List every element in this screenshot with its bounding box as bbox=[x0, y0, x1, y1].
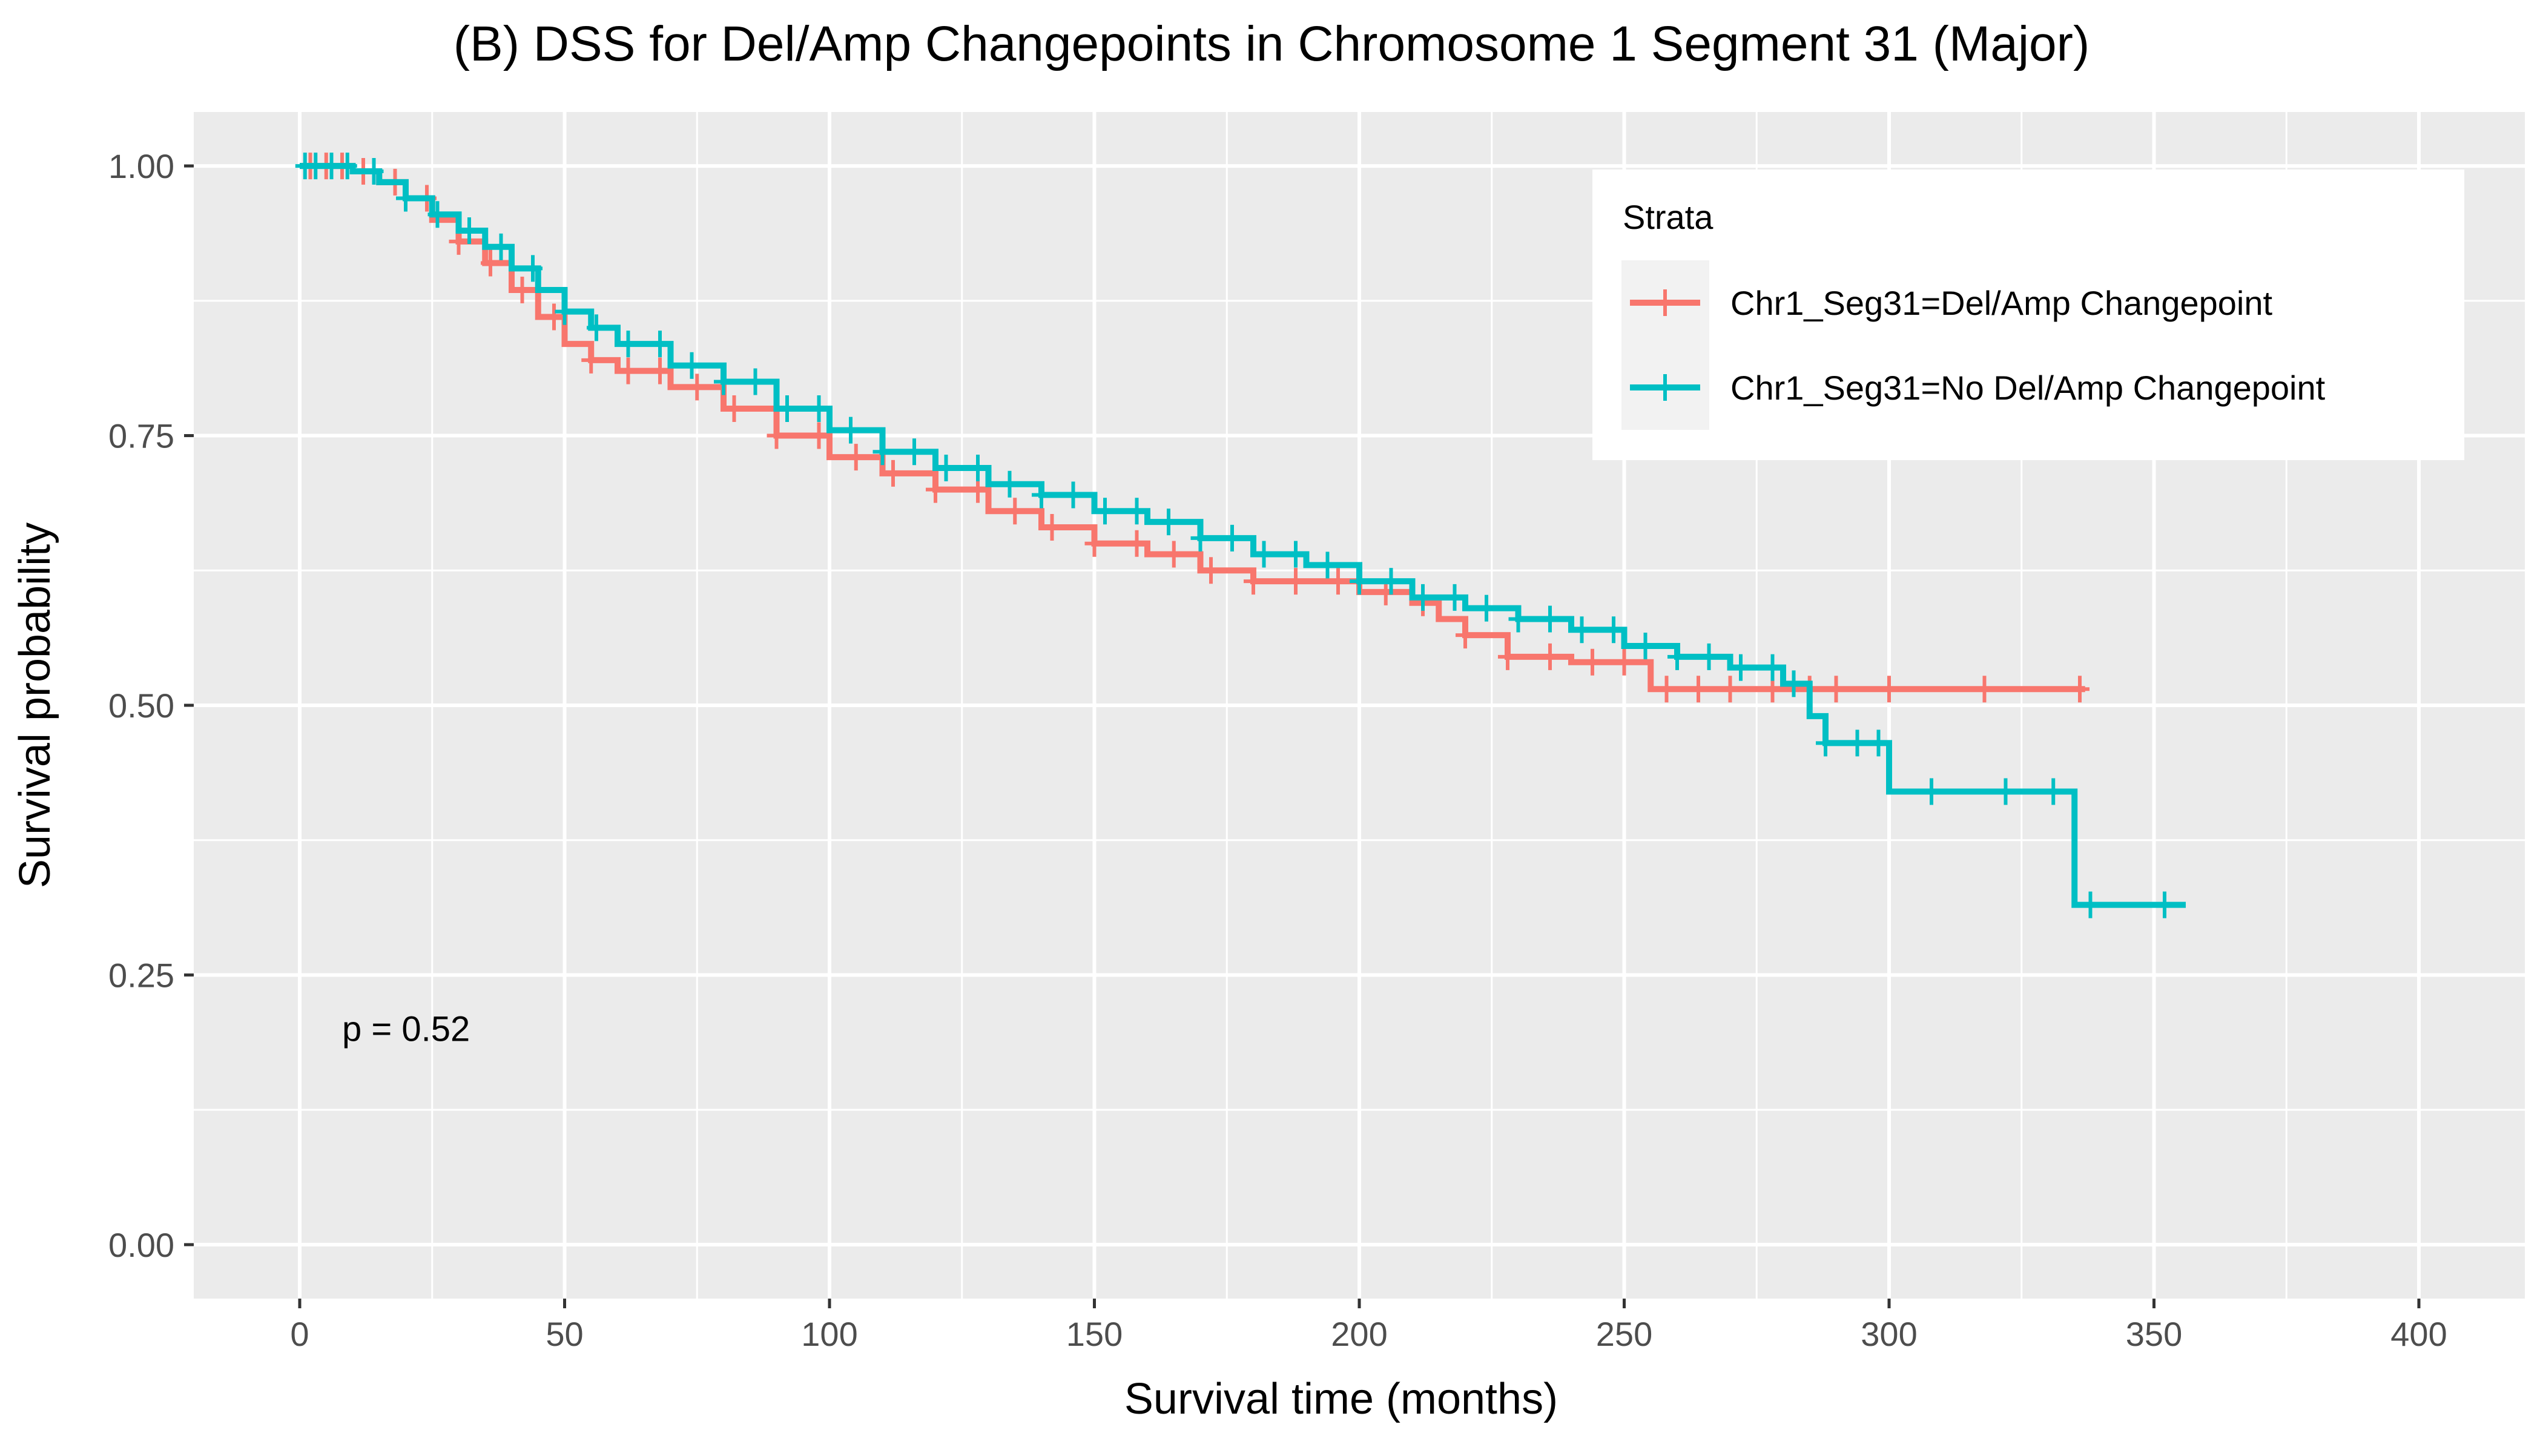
y-axis-title: Survival probability bbox=[11, 522, 59, 888]
x-axis-title: Survival time (months) bbox=[1124, 1375, 1558, 1423]
legend: Strata Chr1_Seg31=Del/Amp Changepoint Ch… bbox=[1592, 170, 2464, 460]
series-layer bbox=[295, 153, 2186, 918]
y-tick-label: 1.00 bbox=[108, 147, 174, 185]
y-tick-label: 0.75 bbox=[108, 417, 174, 455]
x-tick-label: 150 bbox=[1066, 1315, 1123, 1353]
x-tick-label: 350 bbox=[2126, 1315, 2182, 1353]
p-value-annotation: p = 0.52 bbox=[342, 1010, 470, 1049]
legend-label-del-amp: Chr1_Seg31=Del/Amp Changepoint bbox=[1730, 284, 2272, 322]
legend-label-no-del-amp: Chr1_Seg31=No Del/Amp Changepoint bbox=[1730, 369, 2326, 407]
legend-key-del-amp bbox=[1630, 289, 1700, 316]
y-tick-label: 0.50 bbox=[108, 687, 174, 725]
legend-box bbox=[1592, 170, 2464, 460]
y-tick-label: 0.25 bbox=[108, 956, 174, 994]
axes-layer: 0 50 100 150 200 250 300 350 400 0.00 0.25 0.50 0.75… bbox=[108, 147, 2447, 1353]
legend-title: Strata bbox=[1623, 198, 1713, 236]
x-tick-label: 0 bbox=[290, 1315, 309, 1353]
y-tick-label: 0.00 bbox=[108, 1226, 174, 1264]
x-tick-label: 400 bbox=[2390, 1315, 2447, 1353]
x-tick-label: 250 bbox=[1596, 1315, 1652, 1353]
x-tick-label: 50 bbox=[546, 1315, 583, 1353]
x-tick-label: 300 bbox=[1861, 1315, 1917, 1353]
x-tick-label: 100 bbox=[801, 1315, 857, 1353]
chart-title: (B) DSS for Del/Amp Changepoints in Chro… bbox=[454, 16, 2090, 71]
series-1 bbox=[295, 153, 2186, 918]
x-tick-label: 200 bbox=[1331, 1315, 1387, 1353]
legend-key-no-del-amp bbox=[1630, 374, 1700, 401]
